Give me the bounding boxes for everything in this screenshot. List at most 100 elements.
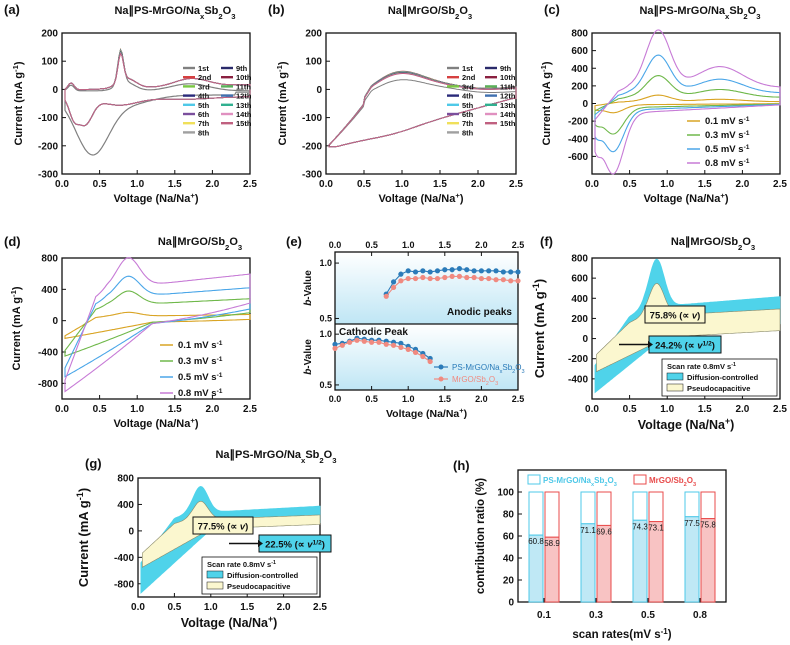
pointer-arrowhead [258,540,263,547]
x-axis-label: Voltage (Na/Na+) [114,416,199,431]
legend-label: 9th [500,64,512,73]
text-span: 0.5 [623,179,637,190]
text-span: Voltage (Na/Na [114,193,192,205]
b-value-point [464,274,470,281]
legend-label: Pseudocapacitive [227,582,290,591]
text-span: 1.5 [433,179,447,190]
bar-diffusion-part [580,491,596,525]
pointer-arrowhead [648,341,653,348]
text-span: 2 [218,12,222,21]
y-tick-label: -400 [568,374,588,385]
y-tick-label: -300 [302,170,322,181]
text-span: 0.5 [623,404,637,415]
text-span: 0.8 mV s [178,388,217,399]
y-tick-label: 1.0 [319,258,332,268]
text-span: Sb [502,363,512,372]
text-span: 0 [316,85,322,96]
scan-rate-label: Scan rate 0.8mV s-1 [667,362,736,371]
text-span: 200 [41,29,58,40]
b-value-point [471,268,477,274]
text-span: 10th [500,73,516,82]
text-span: Current (mA g [11,297,23,371]
text-span: ) [195,193,199,205]
b-value-point [471,274,477,281]
x-tick-label: 2.5 [773,404,787,415]
legend-label: 14th [500,110,516,119]
y-tick-label: 80 [503,510,515,521]
text-span: -200 [38,141,58,152]
text-span: -1 [275,64,284,72]
text-span: (c) [544,2,560,17]
b-value-point [493,268,499,274]
cv-curve-0.5 mV s-1 [64,275,251,378]
text-span: (h) [453,458,470,473]
x-tick-label: 1.0 [204,602,218,613]
b-value-point [405,275,411,282]
text-span: 400 [571,294,588,305]
b-value-point [412,349,419,356]
chart-title: Na∥MrGO/Sb2O3 [158,236,242,252]
text-span: 7th [198,119,210,128]
b-value-point [398,340,404,346]
text-span: 2.0 [735,404,749,415]
b-value-point [398,271,404,277]
text-span: 3 [332,456,336,465]
legend-label: 2nd [462,73,476,82]
legend-label: 0.3 mV s-1 [705,130,750,142]
chart-title: Na∥PS-MrGO/NaxSb2O3 [215,449,336,465]
text-span: -100 [38,113,58,124]
text-span: 2.0 [205,179,219,190]
b-value-point [420,353,426,360]
y-tick-label: 600 [571,46,588,57]
text-span: O [687,476,693,485]
text-span: 1.0 [319,329,332,339]
b-value-point [354,337,360,343]
x-tick-label: 0.5 [623,404,637,415]
text-span: ) [460,193,464,205]
bar-value-label: 73.1 [648,524,664,533]
anodic-label: Anodic peaks [447,307,512,318]
text-span: 2.5 [512,240,525,250]
x-tick-label: 1.0 [130,179,144,190]
text-span: 0.5 [93,404,107,415]
text-span: Current (mA g [277,72,289,146]
text-span: -400 [568,374,588,385]
y-tick-label: -100 [38,113,58,124]
x-tick-label: 1.5 [698,179,712,190]
x-axis-label: Voltage (Na/Na+) [114,191,199,206]
legend-label: 12th [500,92,516,101]
text-span: 14th [500,110,516,119]
cv-curve-cycle [328,71,517,148]
text-span: 1.0 [402,394,415,404]
text-span: 3rd [462,82,474,91]
text-span: Voltage (Na/Na [644,193,722,205]
x-tick-label: 1.5 [433,179,447,190]
x-tick-label: 0.0 [319,179,333,190]
text-span: 8th [198,128,210,137]
text-span: 0.5 [319,313,332,323]
legend-label: 10th [236,73,252,82]
text-span: 400 [571,64,588,75]
x-tick-label: 2.5 [243,179,257,190]
text-span: 3 [468,12,472,21]
text-span: ) [322,540,325,551]
b-value-point [486,268,492,274]
text-span: O [748,5,757,17]
text-span: 2.5 [509,179,523,190]
x-tick-label: 0.5 [167,602,181,613]
legend-label: 5th [198,101,210,110]
y-tick-label: 60 [503,532,515,543]
text-span: 6th [462,110,474,119]
text-span: -1 [744,158,750,165]
cv-curve-0.8 mV s-1 [594,29,781,175]
plot-frame [334,251,519,391]
text-span: 0.1 [537,610,551,621]
text-span: 200 [571,314,588,325]
b-value-point [442,267,448,273]
y-tick-label: 0 [128,526,134,537]
text-span: Sb [594,476,604,485]
y-tick-label: 0 [52,85,58,96]
text-span: v [307,540,313,551]
text-span: -400 [114,553,134,564]
